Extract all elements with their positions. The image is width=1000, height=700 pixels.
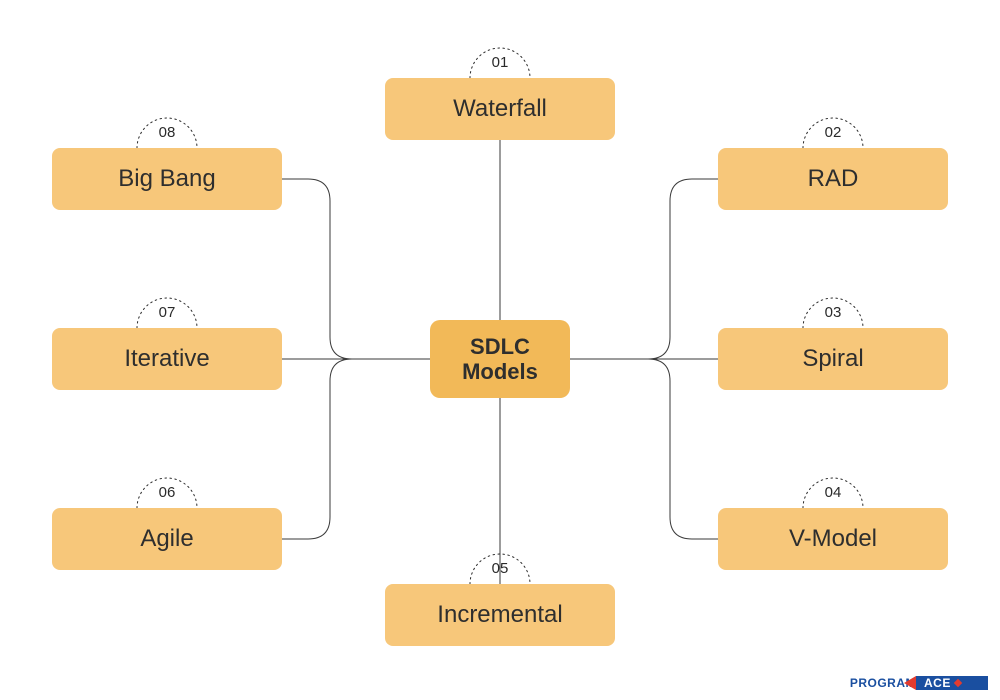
model-number-badge: 05 xyxy=(480,560,520,577)
branding-text-right: ACE xyxy=(924,676,951,690)
model-number-badge: 07 xyxy=(147,304,187,321)
model-number-badge: 02 xyxy=(813,124,853,141)
model-number-badge: 08 xyxy=(147,124,187,141)
model-node-n01: Waterfall xyxy=(385,78,615,140)
model-label: Spiral xyxy=(802,345,863,373)
model-node-n06: Agile xyxy=(52,508,282,570)
model-number-badge: 01 xyxy=(480,54,520,71)
model-node-n03: Spiral xyxy=(718,328,948,390)
model-number-badge: 06 xyxy=(147,484,187,501)
connector-line xyxy=(282,359,430,539)
model-node-n02: RAD xyxy=(718,148,948,210)
branding-bar: ACE xyxy=(916,676,988,690)
connector-line xyxy=(570,359,718,539)
branding-accent-icon xyxy=(954,679,962,687)
model-label: RAD xyxy=(808,165,859,193)
model-node-n07: Iterative xyxy=(52,328,282,390)
model-label: Waterfall xyxy=(453,95,547,123)
connector-line xyxy=(282,179,430,359)
model-node-n04: V-Model xyxy=(718,508,948,570)
center-node: SDLC Models xyxy=(430,320,570,398)
branding-logo: PROGRAM ACE xyxy=(850,676,988,690)
center-label: SDLC Models xyxy=(462,334,538,385)
model-label: Big Bang xyxy=(118,165,215,193)
model-node-n05: Incremental xyxy=(385,584,615,646)
model-number-badge: 03 xyxy=(813,304,853,321)
model-label: V-Model xyxy=(789,525,877,553)
model-label: Agile xyxy=(140,525,193,553)
model-number-badge: 04 xyxy=(813,484,853,501)
model-label: Incremental xyxy=(437,601,562,629)
connector-line xyxy=(570,179,718,359)
model-node-n08: Big Bang xyxy=(52,148,282,210)
model-label: Iterative xyxy=(124,345,209,373)
